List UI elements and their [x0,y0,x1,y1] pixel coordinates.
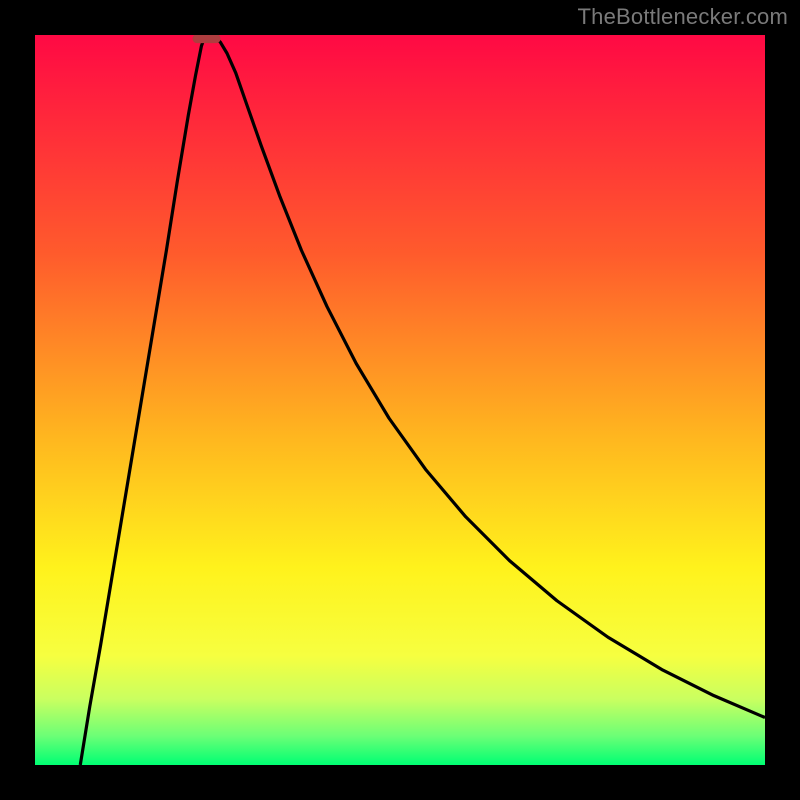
plot-area [35,35,765,765]
plot-background [35,35,765,765]
chart-frame: TheBottlenecker.com [0,0,800,800]
watermark-text: TheBottlenecker.com [578,4,788,30]
